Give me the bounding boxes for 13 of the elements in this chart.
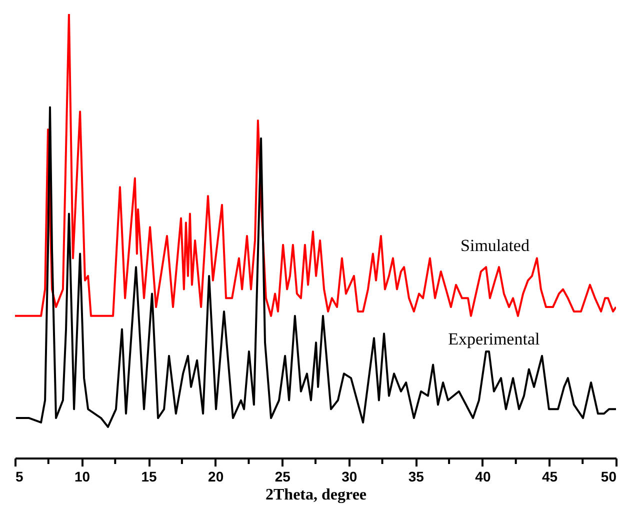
x-tick-label: 40 [475,468,491,484]
x-tick-label: 5 [16,468,24,484]
x-tick-label: 45 [542,468,558,484]
x-tick-label: 50 [600,468,617,484]
x-axis-title: 2Theta, degree [265,486,367,504]
x-tick-label: 20 [208,468,224,484]
x-tick-label: 35 [408,468,424,484]
x-tick-label: 25 [274,468,291,484]
series-label: Simulated [460,236,530,256]
series-label: Experimental [448,329,540,348]
x-tick-label: 15 [141,468,158,484]
x-tick-label: 30 [342,468,358,484]
x-tick-label: 10 [74,468,90,484]
